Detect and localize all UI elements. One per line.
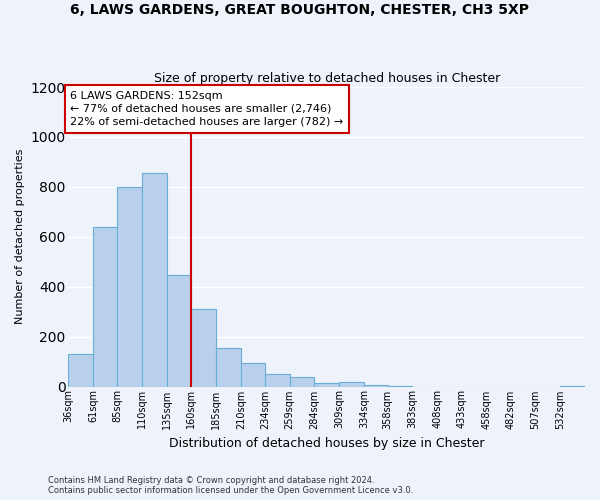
Bar [339,382,364,386]
Y-axis label: Number of detached properties: Number of detached properties [15,149,25,324]
Text: 6 LAWS GARDENS: 152sqm
← 77% of detached houses are smaller (2,746)
22% of semi-: 6 LAWS GARDENS: 152sqm ← 77% of detached… [70,91,344,127]
Text: 6, LAWS GARDENS, GREAT BOUGHTON, CHESTER, CH3 5XP: 6, LAWS GARDENS, GREAT BOUGHTON, CHESTER… [71,2,530,16]
Bar [241,364,265,386]
Bar [191,309,216,386]
Bar [314,383,339,386]
Bar [142,173,167,386]
Bar [117,187,142,386]
Text: Contains HM Land Registry data © Crown copyright and database right 2024.
Contai: Contains HM Land Registry data © Crown c… [48,476,413,495]
Bar [167,276,191,386]
X-axis label: Distribution of detached houses by size in Chester: Distribution of detached houses by size … [169,437,484,450]
Bar [93,227,117,386]
Bar [265,374,290,386]
Bar [290,376,314,386]
Title: Size of property relative to detached houses in Chester: Size of property relative to detached ho… [154,72,500,85]
Bar [68,354,93,386]
Bar [364,384,388,386]
Bar [216,348,241,387]
